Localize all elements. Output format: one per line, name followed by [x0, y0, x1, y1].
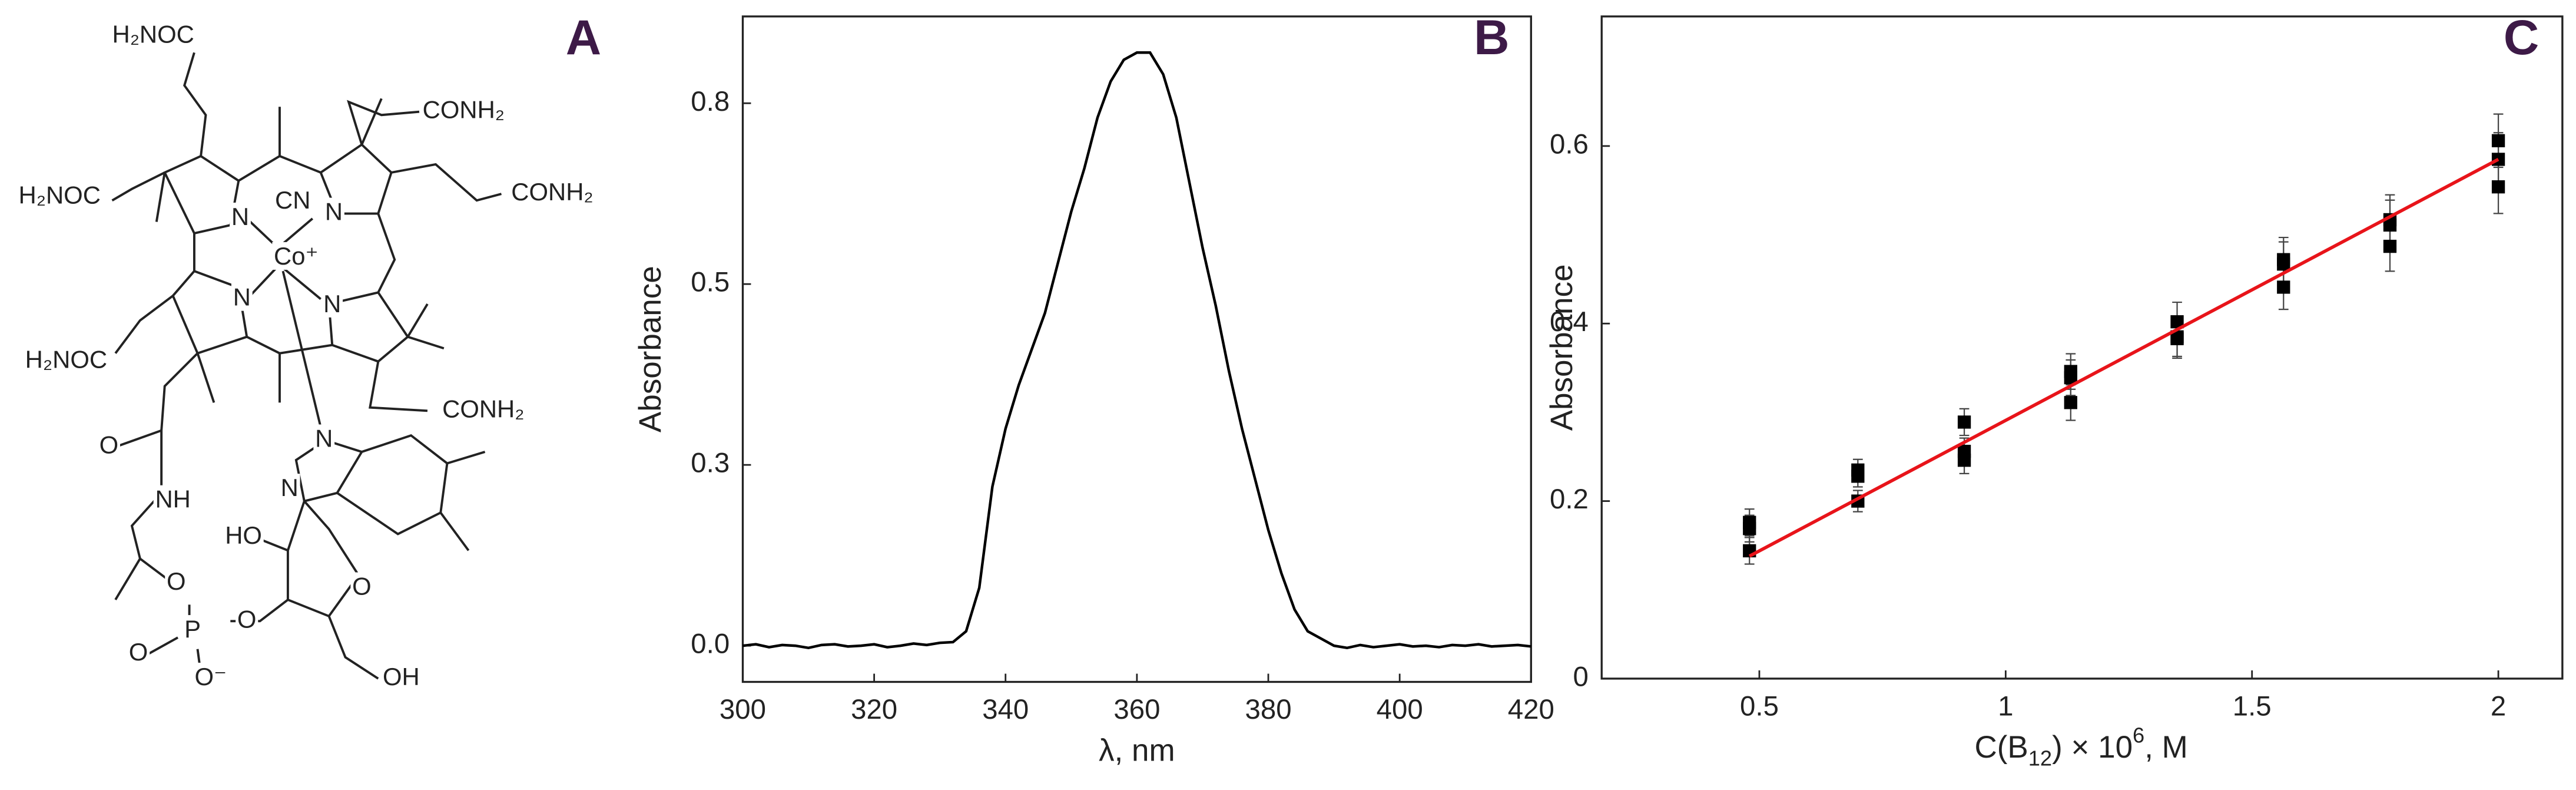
- atom-label: H₂NOC: [19, 181, 101, 209]
- atom-label: CONH₂: [423, 96, 505, 124]
- atom-background: [236, 605, 258, 633]
- x-tick-label: 360: [1113, 694, 1160, 725]
- x-tick-label: 0.5: [1740, 691, 1779, 722]
- x-tick-label: 320: [851, 694, 897, 725]
- data-point: [2277, 280, 2290, 294]
- atom-label: Co⁺: [274, 242, 319, 270]
- atom-label: N: [231, 203, 249, 230]
- data-point: [1851, 470, 1865, 483]
- x-axis-title: C(B12) × 106, M: [1975, 723, 2188, 771]
- data-point: [2170, 330, 2184, 343]
- atom-label: N: [315, 425, 333, 452]
- data-point: [1957, 454, 1971, 467]
- x-tick-label: 400: [1377, 694, 1423, 725]
- data-point: [2383, 239, 2397, 253]
- atom-background: [23, 345, 109, 373]
- atom-background: [97, 431, 120, 459]
- y-axis-title: Absorbance: [633, 266, 668, 432]
- x-tick-label: 380: [1245, 694, 1291, 725]
- x-axis-title-part: 12: [2028, 746, 2052, 771]
- atom-background: [420, 95, 506, 124]
- atom-label: N: [233, 283, 251, 311]
- atom-label: CN: [275, 186, 310, 214]
- atom-label: O: [100, 431, 119, 459]
- plot-frame: [741, 15, 1532, 683]
- atom-label: P: [184, 615, 201, 643]
- x-tick-label: 1: [1998, 691, 2013, 722]
- atom-background: [16, 181, 102, 209]
- data-point: [1743, 522, 1756, 536]
- atom-background: [165, 567, 188, 596]
- y-tick-label: 0: [1573, 661, 1589, 692]
- atom-background: [223, 521, 264, 550]
- atom-background: [350, 572, 373, 600]
- y-tick-label: 0.5: [691, 267, 730, 298]
- atom-background: [313, 424, 335, 452]
- atom-label: CONH₂: [511, 178, 593, 206]
- atom-background: [323, 197, 344, 226]
- atom-background: [193, 662, 228, 690]
- atom-label: O: [352, 573, 372, 600]
- x-axis-title-part: ) × 10: [2052, 730, 2133, 765]
- data-point: [2277, 257, 2290, 271]
- atom-label: OH: [383, 663, 420, 690]
- atom-label: O: [237, 605, 257, 633]
- atom-background: [279, 474, 300, 502]
- spectrum-line: [742, 51, 1531, 650]
- atom-label: O: [167, 567, 186, 595]
- y-axis-title: Absorbance: [1544, 265, 1579, 431]
- atom-label: O: [129, 638, 148, 666]
- y-tick-label: 0.4: [1550, 306, 1589, 338]
- x-axis-title-part: 6: [2133, 723, 2144, 748]
- atom-label: N: [323, 290, 341, 318]
- atom-label: N: [281, 474, 299, 501]
- x-axis-title-part: C(B: [1975, 730, 2028, 765]
- y-tick-label: 0.6: [1550, 128, 1589, 160]
- data-point: [2064, 396, 2077, 409]
- x-tick-label: 420: [1508, 694, 1554, 725]
- atom-label: NH: [155, 485, 190, 513]
- atom-background: [272, 242, 320, 270]
- y-tick-label: 0.2: [1550, 484, 1589, 515]
- atom-label: N: [325, 198, 343, 226]
- data-point: [2170, 315, 2184, 329]
- atom-background: [273, 186, 313, 214]
- atom-label: HO: [225, 521, 262, 549]
- atom-label: CONH₂: [442, 395, 524, 422]
- atom-background: [127, 638, 150, 666]
- y-tick-label: 0.3: [691, 448, 730, 479]
- atom-background: [183, 615, 203, 643]
- x-tick-label: 340: [982, 694, 1029, 725]
- fit-line: [1748, 158, 2499, 558]
- atom-label: H₂NOC: [25, 346, 107, 373]
- data-point: [1957, 415, 1971, 429]
- atom-label: H₂NOC: [112, 20, 194, 48]
- atom-background: [110, 20, 196, 48]
- panel-label: A: [566, 9, 601, 65]
- data-point: [2491, 134, 2505, 147]
- x-axis-title: λ, nm: [1099, 733, 1175, 768]
- y-tick-label: 0.8: [691, 86, 730, 117]
- x-tick-label: 2: [2491, 691, 2506, 722]
- x-tick-label: 1.5: [2233, 691, 2272, 722]
- atom-background: [231, 283, 253, 311]
- data-point: [2491, 180, 2505, 194]
- data-point: [2383, 218, 2397, 232]
- x-axis-title-part: , M: [2144, 730, 2188, 765]
- x-tick-label: 300: [720, 694, 766, 725]
- panel-label: B: [1474, 9, 1509, 65]
- plot-frame: [1600, 15, 2564, 680]
- data-point: [2064, 371, 2077, 385]
- atom-background: [153, 485, 193, 513]
- atom-background: [509, 178, 595, 206]
- atom-label: O⁻: [195, 663, 227, 690]
- atom-background: [440, 395, 526, 423]
- atom-background: [381, 662, 422, 690]
- atom-background: [321, 289, 343, 318]
- y-tick-label: 0.0: [691, 629, 730, 660]
- atom-background: [230, 203, 251, 231]
- panel-label: C: [2504, 9, 2539, 65]
